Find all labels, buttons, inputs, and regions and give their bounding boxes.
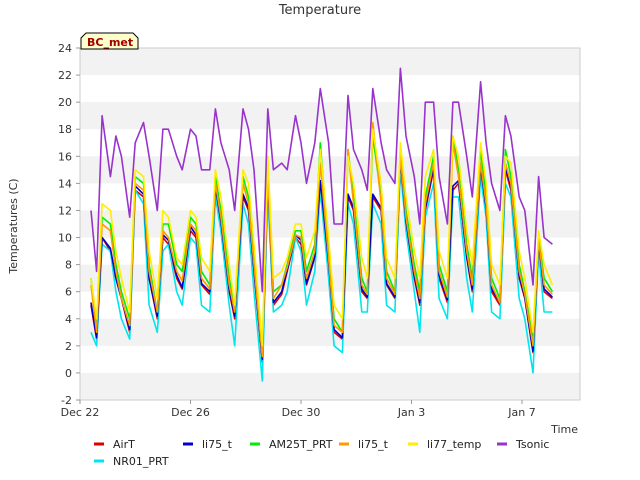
grid-band — [80, 102, 580, 130]
legend-label: li77_temp — [427, 438, 481, 451]
x-axis-label: Time — [550, 423, 578, 436]
grid-band — [80, 48, 580, 76]
y-axis-label: Temperatures (C) — [7, 178, 20, 274]
y-tick-label: 2 — [65, 340, 72, 353]
series-line-4 — [90, 121, 554, 358]
grid-band — [80, 372, 580, 400]
x-tick-label: Jan 7 — [507, 406, 535, 419]
series-lines — [90, 67, 554, 382]
badge-label: BC_met — [87, 36, 133, 49]
grid-band — [80, 210, 580, 238]
x-tick-label: Dec 30 — [282, 406, 321, 419]
station-badge: BC_met — [80, 32, 139, 50]
series-line-5 — [90, 128, 554, 347]
badge-box — [80, 32, 139, 50]
x-tick-label: Dec 22 — [61, 406, 100, 419]
grid-bands — [80, 48, 580, 400]
x-tick-label: Dec 26 — [171, 406, 210, 419]
legend-label: AM25T_PRT — [269, 438, 333, 451]
legend-label: Tsonic — [515, 438, 549, 451]
y-tick-label: -2 — [61, 394, 72, 407]
legend-label: li75_t — [358, 438, 389, 451]
y-tick-label: 8 — [65, 259, 72, 272]
x-axis-ticks: Dec 22 Dec 26 Dec 30 Jan 3 Jan 7 — [61, 400, 536, 419]
y-tick-label: 18 — [58, 123, 72, 136]
y-tick-label: 20 — [58, 96, 72, 109]
x-tick-label: Jan 3 — [397, 406, 425, 419]
legend-label: NR01_PRT — [113, 455, 169, 468]
y-tick-label: 6 — [65, 286, 72, 299]
y-tick-label: 10 — [58, 232, 72, 245]
legend-label: AirT — [113, 438, 135, 451]
y-tick-label: 22 — [58, 69, 72, 82]
plot-frame — [79, 47, 581, 401]
chart-title: Temperature — [278, 3, 361, 18]
legend: AirT NR01_PRT li75_t AM25T_PRT li75_t li77_te… — [94, 438, 549, 468]
grid-band — [80, 318, 580, 346]
y-tick-label: 24 — [58, 42, 72, 55]
y-tick-label: 16 — [58, 150, 72, 163]
series-line-6 — [90, 67, 553, 293]
y-tick-label: 0 — [65, 367, 72, 380]
legend-label: li75_t — [202, 438, 233, 451]
y-tick-label: 14 — [58, 177, 72, 190]
y-tick-label: 12 — [58, 204, 72, 217]
y-tick-label: 4 — [65, 313, 72, 326]
